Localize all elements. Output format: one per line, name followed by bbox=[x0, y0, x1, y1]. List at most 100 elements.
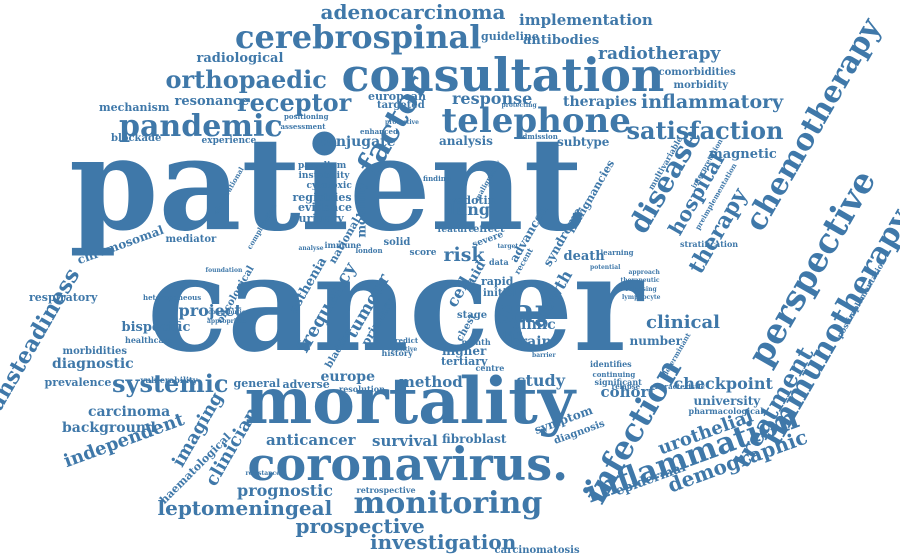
word-paradigm: paradigm bbox=[298, 160, 347, 171]
word-retrospective: retrospective bbox=[356, 485, 416, 495]
word-approach: approach bbox=[628, 269, 660, 276]
word-assessment: assessment bbox=[280, 121, 326, 131]
word-feature: feature bbox=[437, 224, 475, 235]
word-immune: immune bbox=[324, 240, 362, 250]
word-respiratory: respiratory bbox=[29, 290, 98, 304]
word-experience: experience bbox=[201, 135, 257, 146]
word-history: history bbox=[381, 348, 413, 358]
word-higher: higher bbox=[442, 344, 487, 358]
word-guideline: guideline bbox=[481, 29, 539, 43]
word-contribution: contribution bbox=[208, 309, 251, 316]
word-continuing: continuing bbox=[592, 369, 636, 379]
word-month: month bbox=[461, 337, 491, 347]
word-death: death bbox=[563, 248, 605, 264]
word-investigation: investigation bbox=[370, 530, 517, 554]
word-evidence: evidence bbox=[298, 200, 352, 214]
word-checkpoint: checkpoint bbox=[673, 374, 773, 393]
word-receptor: receptor bbox=[237, 88, 352, 117]
word-relapse: relapse bbox=[611, 381, 641, 391]
word-antibodies: antibodies bbox=[523, 32, 600, 48]
word-anticancer: anticancer bbox=[266, 430, 356, 449]
word-patient: patient bbox=[69, 110, 583, 260]
word-vedotin: vedotin bbox=[450, 193, 496, 207]
word-response: response bbox=[452, 89, 533, 108]
word-cytotoxic: cytotoxic bbox=[306, 180, 352, 191]
word-releasing: releasing bbox=[625, 286, 657, 293]
word-inflammatory: inflammatory bbox=[641, 90, 784, 113]
word-subtype: subtype bbox=[557, 135, 610, 149]
word-positioning: positioning bbox=[284, 111, 329, 121]
word-carcinoma: carcinoma bbox=[88, 404, 171, 420]
word-mortality: mortality bbox=[244, 364, 576, 439]
word-enhanced: enhanced bbox=[360, 126, 398, 136]
word-registries: registries bbox=[292, 190, 352, 204]
word-implementation: implementation bbox=[519, 10, 653, 29]
word-background: background bbox=[62, 420, 156, 436]
word-vulnerability: vulnerability bbox=[140, 375, 198, 385]
word-solid: solid bbox=[383, 237, 411, 248]
word-leptomeningeal: leptomeningeal bbox=[157, 496, 333, 520]
word-cancer: cancer bbox=[147, 227, 643, 382]
word-therapeutic: therapeutic bbox=[620, 277, 660, 284]
word-lymphocyte: lymphocyte bbox=[622, 294, 661, 301]
word-orthopaedic: orthopaedic bbox=[165, 65, 327, 94]
word-prognostic: prognostic bbox=[237, 481, 333, 500]
word-mediator: mediator bbox=[165, 234, 217, 245]
word-significant: significant bbox=[594, 377, 642, 387]
word-study: study bbox=[516, 371, 566, 390]
word-targeted: targeted bbox=[377, 100, 425, 111]
word-effect: effect bbox=[473, 224, 505, 235]
word-unsteadiness: unsteadiness bbox=[0, 263, 85, 417]
word-telephone: telephone bbox=[441, 101, 631, 141]
word-mechanism: mechanism bbox=[99, 100, 170, 114]
word-diagnostic: diagnostic bbox=[52, 356, 134, 372]
word-rapid: rapid bbox=[481, 274, 514, 288]
word-target: target bbox=[497, 243, 519, 250]
word-number: number bbox=[629, 334, 683, 348]
word-brain: brain bbox=[510, 334, 552, 350]
word-positive: positive bbox=[391, 346, 418, 353]
word-fibroblast: fibroblast bbox=[442, 432, 507, 446]
word-therapies: therapies bbox=[563, 94, 637, 110]
word-learning: learning bbox=[600, 247, 634, 257]
word-radiotherapy: radiotherapy bbox=[598, 43, 721, 64]
word-clinical: clinical bbox=[646, 312, 721, 333]
word-characteristic: characteristic bbox=[650, 381, 706, 391]
word-european: european bbox=[368, 89, 426, 103]
word-blockade: blockade bbox=[111, 133, 162, 144]
word-risk: risk bbox=[443, 243, 485, 266]
word-admission: admission bbox=[518, 131, 558, 141]
word-sar: sar bbox=[496, 292, 552, 330]
word-stage: stage bbox=[457, 310, 488, 321]
word-general: general bbox=[233, 376, 281, 390]
word-identifies: identifies bbox=[590, 359, 632, 369]
word-conjugate: conjugate bbox=[318, 134, 396, 150]
word-prospective: prospective bbox=[295, 514, 425, 538]
word-survival: survival bbox=[372, 431, 438, 450]
word-university: university bbox=[693, 394, 761, 408]
word-clinic: clinic bbox=[512, 317, 556, 333]
word-pharmacological: pharmacological bbox=[688, 406, 764, 416]
word-carcinomatosis: carcinomatosis bbox=[494, 545, 580, 556]
word-predict: predict bbox=[390, 335, 419, 345]
word-barrier: barrier bbox=[532, 352, 556, 359]
word-morbidities: morbidities bbox=[62, 346, 128, 357]
word-cohort: cohort bbox=[600, 382, 656, 401]
word-score: score bbox=[409, 247, 437, 258]
word-appropriate: appropriate bbox=[207, 318, 247, 325]
word-method: method bbox=[399, 372, 463, 391]
word-prevalence: prevalence bbox=[44, 375, 112, 389]
word-protective: protective bbox=[385, 119, 419, 126]
word-tertiary: tertiary bbox=[441, 354, 488, 368]
word-london: london bbox=[355, 245, 383, 255]
word-comorbidities: comorbidities bbox=[658, 67, 736, 78]
word-radiological: radiological bbox=[196, 50, 284, 66]
word-magnetic: magnetic bbox=[709, 146, 777, 162]
word-finding: finding bbox=[423, 173, 451, 183]
word-resonance: resonance bbox=[174, 93, 250, 109]
word-instability: instability bbox=[298, 170, 350, 181]
word-stratification: stratification bbox=[680, 239, 739, 249]
word-coronavirus: coronavirus. bbox=[247, 437, 569, 491]
word-adenocarcinoma: adenocarcinoma bbox=[320, 0, 506, 24]
